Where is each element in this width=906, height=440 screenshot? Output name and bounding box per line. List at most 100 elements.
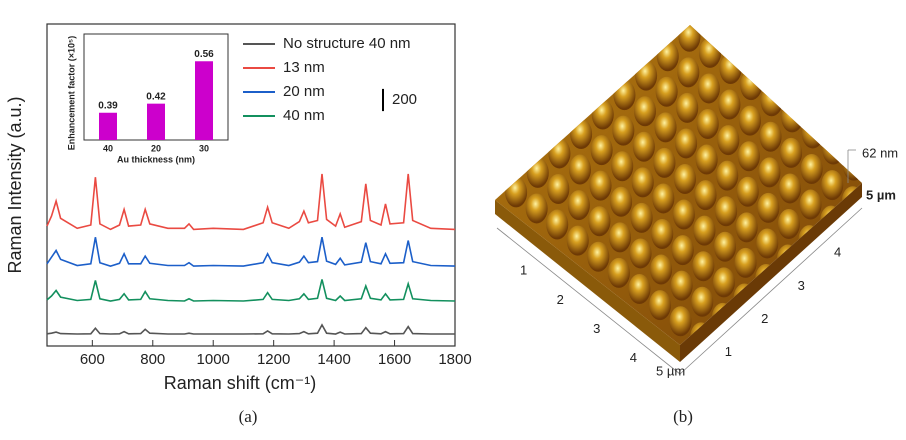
- afm-x-tick: 4: [630, 350, 637, 365]
- afm-bump: [654, 112, 677, 143]
- afm-bump: [801, 118, 824, 149]
- afm-bump: [674, 164, 696, 194]
- afm-bump: [782, 66, 805, 97]
- afm-bump: [678, 25, 701, 52]
- afm-bump: [525, 193, 548, 224]
- afm-bump: [588, 206, 611, 237]
- afm-bump: [822, 134, 845, 165]
- bar: [147, 103, 165, 140]
- afm-bump: [591, 99, 614, 130]
- afm-bump: [677, 57, 700, 88]
- afm-bump: [799, 189, 822, 220]
- x-tick-label: 800: [140, 351, 165, 368]
- afm-bump: [632, 131, 655, 162]
- bar: [195, 61, 213, 140]
- afm-x-tick: 2: [557, 292, 564, 307]
- afm-height: 62 nm: [862, 145, 898, 160]
- x-tick-label: 1800: [438, 351, 471, 368]
- afm-bump: [653, 147, 676, 178]
- afm-bump: [671, 235, 694, 266]
- afm-bump: [649, 290, 671, 321]
- bar: [99, 112, 117, 140]
- afm-bump: [700, 25, 723, 33]
- afm-bump: [740, 70, 763, 101]
- afm-bump: [712, 267, 735, 298]
- x-axis-title: Raman shift (cm⁻¹): [164, 373, 317, 393]
- afm-bump: [634, 96, 656, 127]
- afm-bump: [652, 183, 675, 214]
- afm-bump: [670, 270, 693, 301]
- afm-bump: [610, 186, 633, 217]
- legend-label: 40 nm: [283, 107, 325, 124]
- afm-axis: [496, 227, 681, 375]
- legend-label: No structure 40 nm: [283, 35, 411, 52]
- afm-bump: [566, 225, 589, 256]
- afm-bump: [800, 154, 823, 184]
- afm-bump: [777, 209, 800, 239]
- afm-bump: [590, 135, 613, 166]
- afm-bump: [692, 251, 715, 282]
- afm-bump: [719, 54, 742, 84]
- afm-bump: [844, 115, 862, 146]
- afm-side: [680, 183, 862, 362]
- afm-bump: [715, 196, 738, 227]
- x-tick-label: 1000: [197, 351, 230, 368]
- spectrum-line: [46, 173, 456, 231]
- afm-x-tick: 3: [593, 321, 600, 336]
- afm-bump: [651, 219, 674, 249]
- afm-bump: [505, 177, 528, 208]
- afm-bump: [611, 151, 634, 182]
- afm-bump: [780, 137, 803, 168]
- afm-bump: [735, 212, 758, 243]
- y-axis-title: Enhancement factor (×10⁵): [66, 36, 76, 151]
- afm-bump: [716, 160, 739, 191]
- legend-label: 13 nm: [283, 59, 325, 76]
- afm-bump: [736, 176, 759, 207]
- x-tick-label: 30: [199, 143, 209, 153]
- afm-bump: [699, 37, 721, 68]
- afm-bump: [781, 102, 804, 133]
- afm-bump: [567, 190, 590, 221]
- afm-bump: [739, 105, 761, 136]
- x-axis-title: Au thickness (nm): [117, 154, 195, 164]
- x-tick-label: 1600: [378, 351, 411, 368]
- afm-bump: [570, 119, 593, 149]
- afm-bump: [759, 121, 782, 152]
- afm-bump: [629, 238, 652, 269]
- afm-bump: [714, 231, 736, 262]
- afm-bump: [802, 82, 825, 113]
- afm-image: 62 nm 5 µm 5 µm 1 2 3 4 1 2 3 4: [495, 25, 898, 378]
- afm-bump: [697, 73, 720, 104]
- afm-bump: [630, 202, 653, 233]
- afm-bump: [691, 286, 714, 317]
- afm-bump: [669, 306, 692, 337]
- afm-bump: [547, 174, 570, 204]
- spectrum-line: [46, 237, 456, 267]
- afm-y-tick: 1: [725, 344, 732, 359]
- afm-bump: [612, 115, 635, 146]
- y-axis-title: Raman Intensity (a.u.): [5, 96, 25, 273]
- afm-bump: [631, 167, 654, 198]
- afm-bump: [672, 199, 695, 230]
- value-label: 0.56: [194, 49, 214, 60]
- afm-bump: [757, 192, 780, 223]
- afm-bump: [694, 180, 717, 211]
- afm-bump: [756, 228, 779, 259]
- plot-frame: [46, 23, 456, 347]
- afm-bump: [823, 99, 846, 129]
- afm-bump: [656, 41, 679, 72]
- afm-bump: [650, 254, 673, 285]
- x-tick-label: 20: [151, 143, 161, 153]
- scale-bar-label: 200: [392, 91, 417, 108]
- legend-label: 20 nm: [283, 83, 325, 100]
- afm-bump: [696, 109, 719, 139]
- afm-bump: [675, 128, 698, 159]
- afm-bump: [734, 247, 757, 278]
- panel-label: (b): [673, 407, 693, 426]
- afm-bump: [779, 173, 801, 204]
- afm-bump: [718, 89, 741, 120]
- afm-axis: [679, 207, 863, 375]
- afm-bump: [589, 170, 612, 201]
- afm-bump: [693, 215, 716, 246]
